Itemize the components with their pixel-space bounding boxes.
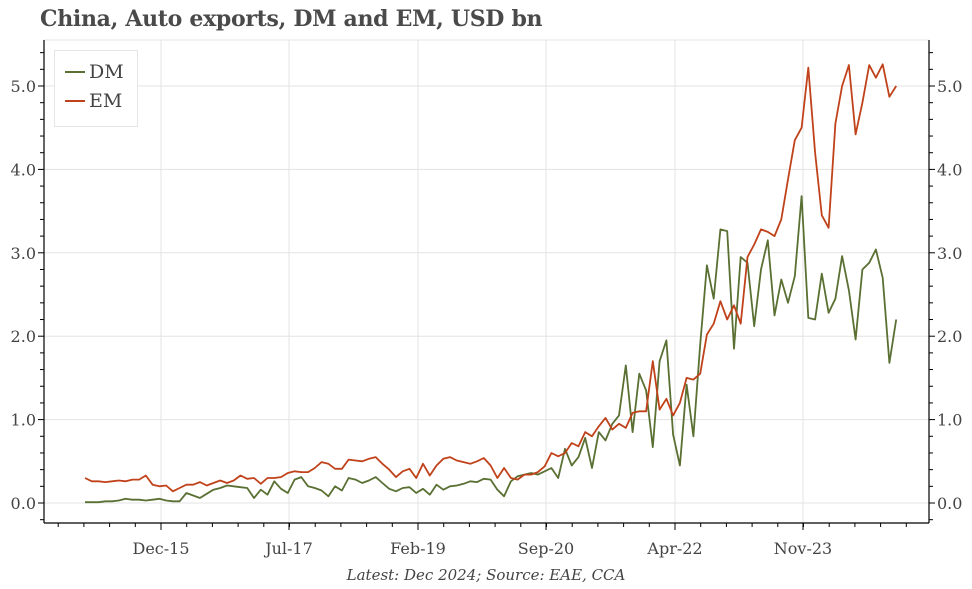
y-tick-label-left: 3.0	[11, 244, 36, 263]
y-tick-label-left: 1.0	[11, 411, 36, 430]
y-tick-label-left: 0.0	[11, 494, 36, 513]
x-tick-label: Sep-20	[518, 539, 574, 558]
y-tick-label-right: 4.0	[937, 160, 962, 179]
y-tick-label-right: 3.0	[937, 244, 962, 263]
x-tick-label: Apr-22	[646, 539, 702, 558]
legend-item-dm: DM	[65, 61, 124, 83]
y-tick-label-right: 2.0	[937, 327, 962, 346]
y-tick-label-right: 5.0	[937, 77, 962, 96]
series-line-em	[84, 63, 897, 493]
legend: DM EM	[54, 50, 138, 127]
y-tick-label-left: 2.0	[11, 327, 36, 346]
series-line-dm	[85, 195, 898, 504]
legend-swatch-dm	[65, 71, 85, 73]
x-tick-label: Dec-15	[132, 539, 189, 558]
legend-label-em: EM	[89, 90, 123, 112]
legend-label-dm: DM	[89, 61, 124, 83]
y-tick-label-left: 4.0	[11, 160, 36, 179]
y-tick-label-right: 1.0	[937, 411, 962, 430]
x-tick-label: Jul-17	[263, 539, 313, 558]
chart-caption: Latest: Dec 2024; Source: EAE, CCA	[346, 566, 626, 584]
legend-swatch-em	[65, 100, 85, 102]
chart-title: China, Auto exports, DM and EM, USD bn	[40, 6, 543, 32]
legend-item-em: EM	[65, 90, 122, 112]
y-tick-label-right: 0.0	[937, 494, 962, 513]
x-tick-label: Feb-19	[390, 539, 446, 558]
x-tick-label: Nov-23	[774, 539, 832, 558]
y-tick-label-left: 5.0	[11, 77, 36, 96]
